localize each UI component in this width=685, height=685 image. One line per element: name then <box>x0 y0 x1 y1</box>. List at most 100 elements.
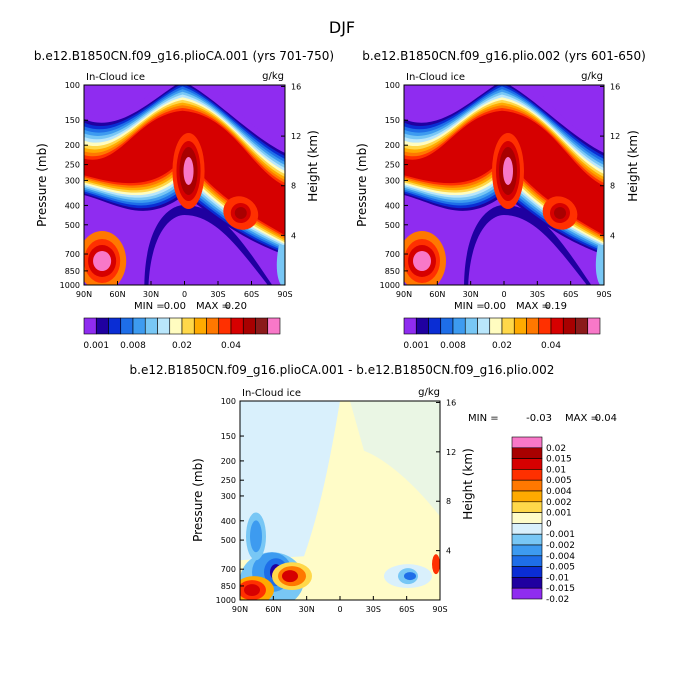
x-tick-label: 30N <box>143 290 159 299</box>
colorbar-swatch <box>511 577 543 589</box>
contour-band <box>240 401 340 561</box>
panel-1-y2label: Height (km) <box>306 130 320 201</box>
colorbar-swatch <box>464 317 478 335</box>
panel-1-max-label: MAX = <box>196 301 230 312</box>
y2-tick-label: 16 <box>291 82 301 91</box>
panel-1-field <box>84 85 285 285</box>
y-tick-label: 700 <box>65 250 80 259</box>
panel-2-max-label: MAX = <box>516 301 550 312</box>
colorbar-swatch <box>193 317 207 335</box>
panel-3-max-label: MAX = <box>565 413 599 424</box>
colorbar-swatch <box>511 436 543 449</box>
colorbar-swatch <box>511 469 543 481</box>
contour-band <box>404 572 416 581</box>
colorbar-swatch <box>526 317 540 335</box>
colorbar-swatch <box>440 317 454 335</box>
panel-1-plot <box>84 85 285 285</box>
x-tick-label: 90N <box>396 290 412 299</box>
colorbar-label: 0.002 <box>546 498 572 508</box>
panel-1-title: b.e12.B1850CN.f09_g16.plioCA.001 (yrs 70… <box>34 49 334 63</box>
x-tick-label: 90N <box>232 605 248 614</box>
panel-1-min-label: MIN = <box>134 301 165 312</box>
colorbar-swatch <box>489 317 503 335</box>
y-tick-label: 200 <box>65 141 80 150</box>
y-tick-label: 100 <box>65 81 80 90</box>
x-tick-label: 30S <box>366 605 381 614</box>
colorbar-label: 0.02 <box>492 341 512 351</box>
x-tick-label: 60N <box>109 290 125 299</box>
y-tick-label: 100 <box>385 81 400 90</box>
y-tick-label: 700 <box>385 250 400 259</box>
panel-2-right-label: g/kg <box>581 71 603 82</box>
contour-band <box>282 570 298 583</box>
panel-1-ylabel: Pressure (mb) <box>35 143 49 227</box>
x-tick-label: 30S <box>210 290 225 299</box>
y2-tick-label: 12 <box>446 448 456 457</box>
x-tick-label: 0 <box>337 605 342 614</box>
colorbar-swatch <box>477 317 491 335</box>
panel-1-colorbar: 0.001 0.008 0.02 0.04 <box>83 317 281 351</box>
colorbar-label: -0.005 <box>546 563 575 573</box>
y-tick-label: 100 <box>221 397 236 406</box>
y-tick-label: 1000 <box>216 596 236 605</box>
panel-2-axes: 90N 60N 30N 0 30S 60S 90S 100 150 200 250 300 400 500… <box>380 81 621 299</box>
contour-band <box>234 206 247 220</box>
y-tick-label: 700 <box>221 565 236 574</box>
y2-tick-label: 4 <box>610 231 615 240</box>
y2-tick-label: 8 <box>446 497 451 506</box>
y-tick-label: 300 <box>65 176 80 185</box>
contour-band <box>468 215 587 285</box>
panel-2: b.e12.B1850CN.f09_g16.plio.002 (yrs 601-… <box>355 49 646 351</box>
panel-3: b.e12.B1850CN.f09_g16.plioCA.001 - b.e12… <box>130 363 617 614</box>
colorbar-label: 0.001 <box>403 341 429 351</box>
colorbar-swatch <box>511 544 543 557</box>
colorbar-swatch <box>511 458 543 470</box>
colorbar-swatch <box>242 317 256 335</box>
colorbar-label: 0.04 <box>541 341 561 351</box>
colorbar-label: 0.04 <box>221 341 241 351</box>
colorbar-label: -0.001 <box>546 530 575 540</box>
y2-tick-label: 16 <box>610 82 620 91</box>
colorbar-label: 0.008 <box>440 341 466 351</box>
contour-band <box>503 157 513 185</box>
y-tick-label: 400 <box>385 201 400 210</box>
panel-2-ylabel: Pressure (mb) <box>355 143 369 227</box>
panel-2-title: b.e12.B1850CN.f09_g16.plio.002 (yrs 601-… <box>362 49 646 63</box>
panel-3-axes: 90N 60N 30N 0 30S 60S 90S 100 150 200 250 300 400 500… <box>216 397 457 614</box>
x-tick-label: 60S <box>399 605 414 614</box>
panel-3-title: b.e12.B1850CN.f09_g16.plioCA.001 - b.e12… <box>130 363 555 377</box>
panel-2-y2label: Height (km) <box>626 130 640 201</box>
colorbar-label: 0.01 <box>546 465 566 475</box>
colorbar-swatch <box>415 317 429 335</box>
colorbar-label: 0.02 <box>546 444 566 454</box>
panel-3-max-value: 0.04 <box>595 413 617 424</box>
panel-3-colorbar: 0.020.0150.010.0050.0040.0020.0010-0.001… <box>511 436 575 605</box>
contour-band <box>183 157 194 185</box>
y-tick-label: 500 <box>221 536 236 545</box>
y2-tick-label: 8 <box>610 182 615 191</box>
colorbar-swatch <box>511 587 543 600</box>
contour-band <box>93 251 112 271</box>
panel-1-axes: 90N 60N 30N 0 30S 60S 90S 100 150 200 250 300 400 500… <box>60 81 302 299</box>
colorbar-swatch <box>511 533 543 546</box>
panel-1-min-value: 0.00 <box>164 301 186 312</box>
colorbar-label: 0.005 <box>546 476 572 486</box>
panel-3-min-label: MIN = <box>468 413 499 424</box>
y-tick-label: 500 <box>65 221 80 230</box>
panel-1: b.e12.B1850CN.f09_g16.plioCA.001 (yrs 70… <box>34 49 334 351</box>
y-tick-label: 250 <box>65 161 80 170</box>
y-tick-label: 850 <box>65 267 80 276</box>
x-tick-label: 90N <box>76 290 92 299</box>
colorbar-swatch <box>501 317 515 335</box>
panel-1-max-value: 0.20 <box>225 301 247 312</box>
contour-band <box>84 85 153 115</box>
panel-1-left-label: In-Cloud ice <box>86 72 145 83</box>
y-tick-label: 300 <box>385 176 400 185</box>
colorbar-label: -0.002 <box>546 541 575 551</box>
panel-2-min-label: MIN = <box>454 301 485 312</box>
colorbar-swatch <box>169 317 183 335</box>
contour-band <box>595 245 604 285</box>
contour-band <box>215 85 285 148</box>
contour-band <box>404 85 473 115</box>
